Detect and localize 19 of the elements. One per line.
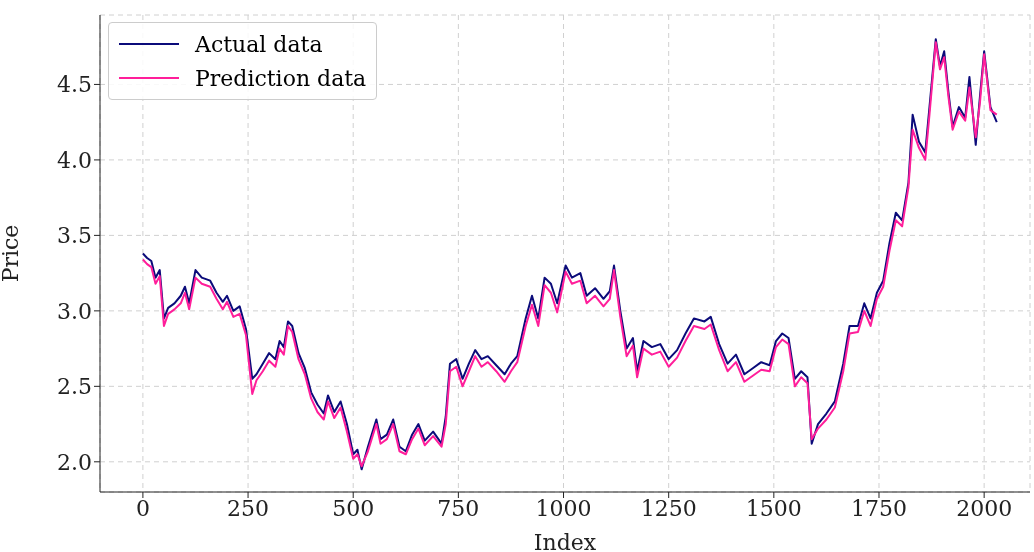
y-axis-title: Price (0, 224, 23, 283)
legend-label: Actual data (195, 31, 323, 57)
x-tick-label: 1000 (535, 495, 592, 521)
x-axis-title: Index (533, 530, 597, 552)
legend-label: Prediction data (195, 65, 367, 91)
x-tick-label: 1750 (851, 495, 907, 521)
y-tick-label: 2.5 (57, 374, 92, 400)
x-tick-label: 250 (227, 495, 270, 521)
y-tick-label: 3.0 (57, 298, 92, 324)
x-tick-label: 2000 (956, 495, 1013, 521)
x-tick-label: 0 (135, 495, 150, 521)
y-tick-label: 4.5 (57, 72, 92, 98)
y-tick-label: 2.0 (57, 449, 92, 475)
x-tick-label: 1500 (745, 495, 802, 521)
x-tick-label: 750 (437, 495, 480, 521)
x-tick-label: 500 (332, 495, 375, 521)
x-tick-label: 1250 (640, 495, 697, 521)
y-tick-label: 3.5 (57, 223, 92, 249)
y-tick-label: 4.0 (57, 147, 92, 173)
